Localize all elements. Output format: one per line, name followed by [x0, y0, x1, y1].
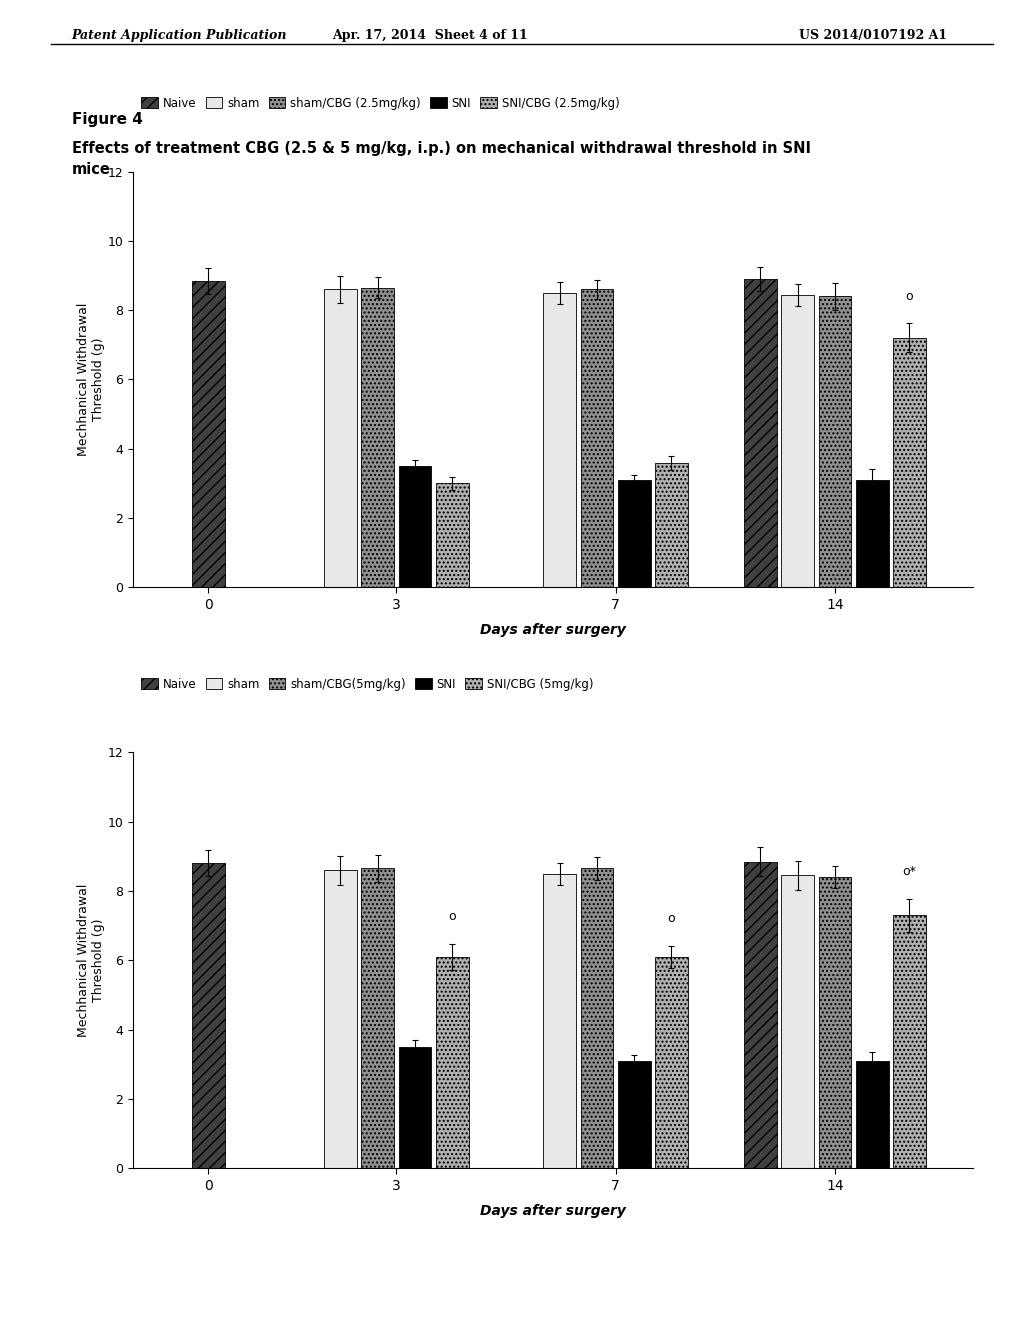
- X-axis label: Days after surgery: Days after surgery: [480, 623, 626, 638]
- Bar: [436, 483, 469, 587]
- Bar: [744, 862, 777, 1168]
- Bar: [398, 1047, 431, 1168]
- Bar: [818, 876, 851, 1168]
- Text: Apr. 17, 2014  Sheet 4 of 11: Apr. 17, 2014 Sheet 4 of 11: [332, 29, 528, 42]
- Text: Effects of treatment CBG (2.5 & 5 mg/kg, i.p.) on mechanical withdrawal threshol: Effects of treatment CBG (2.5 & 5 mg/kg,…: [72, 141, 811, 177]
- Y-axis label: Mechhanical Withdrawal
Threshold (g): Mechhanical Withdrawal Threshold (g): [77, 302, 104, 457]
- Text: o*: o*: [902, 865, 916, 878]
- Text: US 2014/0107192 A1: US 2014/0107192 A1: [799, 29, 947, 42]
- Text: Patent Application Publication: Patent Application Publication: [72, 29, 287, 42]
- Bar: [398, 466, 431, 587]
- Bar: [544, 874, 577, 1168]
- Bar: [893, 338, 926, 587]
- Bar: [361, 288, 394, 587]
- Bar: [325, 289, 356, 587]
- Bar: [436, 957, 469, 1168]
- Bar: [655, 957, 688, 1168]
- Bar: [191, 863, 224, 1168]
- Bar: [655, 462, 688, 587]
- Legend: Naive, sham, sham/CBG(5mg/kg), SNI, SNI/CBG (5mg/kg): Naive, sham, sham/CBG(5mg/kg), SNI, SNI/…: [139, 675, 595, 693]
- Bar: [818, 296, 851, 587]
- Bar: [581, 289, 613, 587]
- Bar: [361, 869, 394, 1168]
- Bar: [781, 875, 814, 1168]
- X-axis label: Days after surgery: Days after surgery: [480, 1204, 626, 1218]
- Bar: [191, 281, 224, 587]
- Bar: [544, 293, 577, 587]
- Bar: [744, 279, 777, 587]
- Y-axis label: Mechhanical Withdrawal
Threshold (g): Mechhanical Withdrawal Threshold (g): [77, 883, 104, 1038]
- Text: Figure 4: Figure 4: [72, 112, 142, 127]
- Legend: Naive, sham, sham/CBG (2.5mg/kg), SNI, SNI/CBG (2.5mg/kg): Naive, sham, sham/CBG (2.5mg/kg), SNI, S…: [139, 94, 622, 112]
- Bar: [856, 1061, 889, 1168]
- Bar: [856, 480, 889, 587]
- Bar: [893, 915, 926, 1168]
- Text: o: o: [449, 909, 456, 923]
- Bar: [325, 870, 356, 1168]
- Bar: [581, 869, 613, 1168]
- Bar: [617, 480, 650, 587]
- Text: o: o: [668, 912, 675, 925]
- Bar: [781, 294, 814, 587]
- Bar: [617, 1061, 650, 1168]
- Text: o: o: [905, 289, 913, 302]
